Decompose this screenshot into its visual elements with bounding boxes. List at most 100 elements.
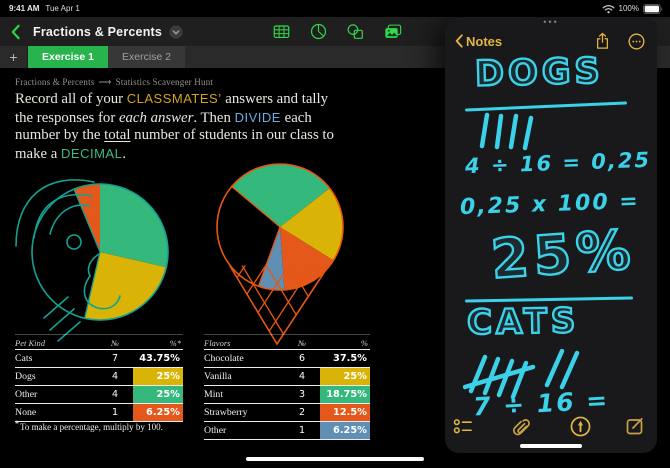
ink-tally-dogs <box>479 112 534 151</box>
instruction-segment: DIVIDE <box>234 109 281 125</box>
more-button[interactable] <box>628 33 645 50</box>
chevron-down-icon <box>169 24 183 39</box>
row-count: 7 <box>111 353 119 364</box>
markup-button[interactable] <box>570 416 591 437</box>
insert-chart-button[interactable] <box>310 23 327 40</box>
compose-icon <box>626 417 643 435</box>
row-count: 3 <box>298 389 306 400</box>
footnote-mark: * <box>15 419 19 428</box>
notes-toolbar <box>445 416 657 442</box>
ink-underline <box>465 101 627 112</box>
paperclip-icon <box>512 419 530 436</box>
share-button[interactable] <box>595 32 610 50</box>
table-header: Pet Kind № %* <box>15 335 183 350</box>
notes-home-indicator[interactable] <box>520 444 582 448</box>
battery-percent: 100% <box>618 4 639 13</box>
insert-table-button[interactable] <box>273 23 290 40</box>
media-icon <box>385 24 402 38</box>
col-percent: %* <box>169 338 181 348</box>
ink-result-25pct: 25% <box>488 217 639 292</box>
checklist-icon <box>453 419 472 434</box>
row-label: Vanilla <box>204 371 232 382</box>
attachment-button[interactable] <box>510 416 532 440</box>
ink-equation-2: 0,25 x 100 = <box>459 188 641 221</box>
document-title: Fractions & Percents <box>33 24 163 39</box>
row-label: Other <box>204 425 227 436</box>
compose-note-button[interactable] <box>625 416 645 436</box>
markup-pen-icon <box>570 416 591 437</box>
col-number: № <box>110 338 119 348</box>
instruction-segment: answers and tally the responses for <box>15 91 329 126</box>
slideover-drag-handle[interactable]: ••• <box>543 17 559 27</box>
pet-kind-table[interactable]: Pet Kind № %* Cats 7 43.75% Dogs 4 25% <box>15 334 183 422</box>
row-label: Dogs <box>15 371 36 382</box>
row-count: 1 <box>298 425 306 436</box>
row-label: Chocolate <box>204 353 244 364</box>
row-percent: 6.25% <box>133 404 183 421</box>
back-chevron-icon <box>455 34 463 48</box>
flavors-table[interactable]: Flavors № % Chocolate 6 37.5% Vanilla 4 … <box>204 334 370 440</box>
instruction-segment: each number by the <box>15 109 312 144</box>
col-pet-kind: Pet Kind <box>15 338 45 348</box>
row-percent: 6.25% <box>320 422 370 439</box>
notes-back-label: Notes <box>466 33 503 49</box>
tab-exercise-1[interactable]: Exercise 1 <box>28 46 108 68</box>
ink-tally-cats <box>463 349 580 400</box>
home-indicator[interactable] <box>246 457 424 461</box>
row-label: Strawberry <box>204 407 248 418</box>
row-count: 2 <box>298 407 306 418</box>
back-chevron-icon <box>11 24 20 39</box>
col-number: № <box>297 338 306 348</box>
row-count: 4 <box>111 389 119 400</box>
row-count: 6 <box>298 353 306 364</box>
instruction-segment: CLASSMATES’ <box>126 91 222 106</box>
instruction-segment: total <box>104 127 131 144</box>
row-percent: 12.5% <box>320 404 370 421</box>
notes-navbar: Notes <box>455 30 645 52</box>
table-row: Cats 7 43.75% <box>15 350 183 368</box>
breadcrumb: Fractions & Percents ⟶ Statistics Scavenge… <box>15 77 213 88</box>
ellipsis-circle-icon <box>628 33 645 49</box>
tab-exercise-2[interactable]: Exercise 2 <box>108 46 185 68</box>
row-count: 1 <box>111 407 119 418</box>
shapes-icon <box>347 24 363 39</box>
back-button[interactable] <box>10 24 21 40</box>
instruction-segment: each answer <box>118 109 194 126</box>
breadcrumb-arrow-icon: ⟶ <box>98 77 112 87</box>
title-dropdown-button[interactable] <box>169 24 183 39</box>
wifi-icon <box>602 4 614 13</box>
table-footnote: *To make a percentage, multiply by 100. <box>15 419 163 432</box>
notes-slideover-panel: ••• Notes <box>445 17 657 453</box>
col-flavors: Flavors <box>204 338 231 348</box>
date: Tue Apr 1 <box>45 4 80 13</box>
row-percent: 43.75% <box>139 353 180 364</box>
instruction-segment: number of students in our class to make … <box>15 127 334 162</box>
note-ink-layer[interactable]: DOGS 4 ÷ 16 = 0,25 0,25 x 100 = 25% CATS… <box>445 17 657 453</box>
instruction-segment: . Then <box>193 109 235 126</box>
add-sheet-button[interactable]: + <box>0 46 28 68</box>
row-percent: 25% <box>133 368 183 385</box>
table-row: Other 1 6.25% <box>204 422 370 440</box>
table-row: Mint 3 18.75% <box>204 386 370 404</box>
table-row: Vanilla 4 25% <box>204 368 370 386</box>
checklist-button[interactable] <box>453 416 474 436</box>
row-label: Mint <box>204 389 224 400</box>
row-percent: 18.75% <box>320 386 370 403</box>
col-percent: % <box>360 338 368 348</box>
row-label: Other <box>15 389 38 400</box>
instruction-segment: . <box>122 145 127 162</box>
table-row: Chocolate 6 37.5% <box>204 350 370 368</box>
row-count: 4 <box>111 371 119 382</box>
breadcrumb-unit: Statistics Scavenger Hunt <box>115 77 214 87</box>
table-row: Other 4 25% <box>15 386 183 404</box>
row-label: None <box>15 407 37 418</box>
table-header: Flavors № % <box>204 335 370 350</box>
row-label: Cats <box>15 353 33 364</box>
instructions-text: Record all of your CLASSMATES’ answers a… <box>15 90 349 163</box>
insert-shape-button[interactable] <box>347 23 364 40</box>
ink-divider <box>464 296 634 303</box>
notes-back-button[interactable]: Notes <box>455 34 502 49</box>
insert-media-button[interactable] <box>384 23 402 40</box>
pie-chart-icon <box>310 23 327 40</box>
